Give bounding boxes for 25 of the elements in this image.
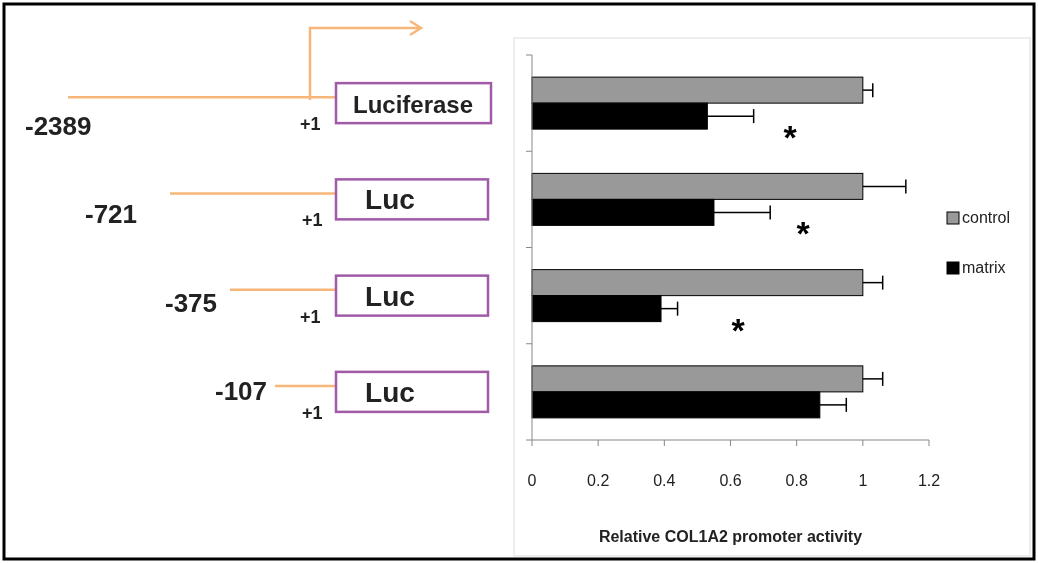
annotation: *	[783, 118, 798, 157]
text: Luc	[365, 376, 415, 408]
x-axis-title: Relative COL1A2 promoter activity	[598, 528, 863, 545]
text: +1	[300, 114, 321, 135]
text: Luciferase	[352, 91, 474, 119]
x-tick-label: 1	[858, 472, 868, 489]
x-tick-label: 0.6	[719, 472, 742, 489]
text: -107	[215, 375, 268, 406]
text: Luc	[365, 280, 415, 312]
x-tick-label: 1.2	[917, 472, 941, 489]
text: +1	[300, 306, 321, 327]
text: -375	[165, 287, 218, 318]
text: +1	[302, 210, 323, 231]
legend-label: matrix	[962, 259, 1006, 276]
text: +1	[302, 402, 323, 423]
x-tick-label: 0.8	[785, 472, 808, 489]
text: Luc	[365, 184, 415, 216]
annotation: *	[796, 214, 811, 253]
x-tick-label: 0.4	[653, 472, 676, 489]
legend-label: control	[962, 209, 1011, 226]
text: -2389	[25, 111, 92, 142]
text: -721	[85, 199, 138, 230]
x-tick-label: 0	[527, 472, 537, 489]
annotation: *	[731, 310, 746, 349]
x-tick-label: 0.2	[587, 472, 610, 489]
